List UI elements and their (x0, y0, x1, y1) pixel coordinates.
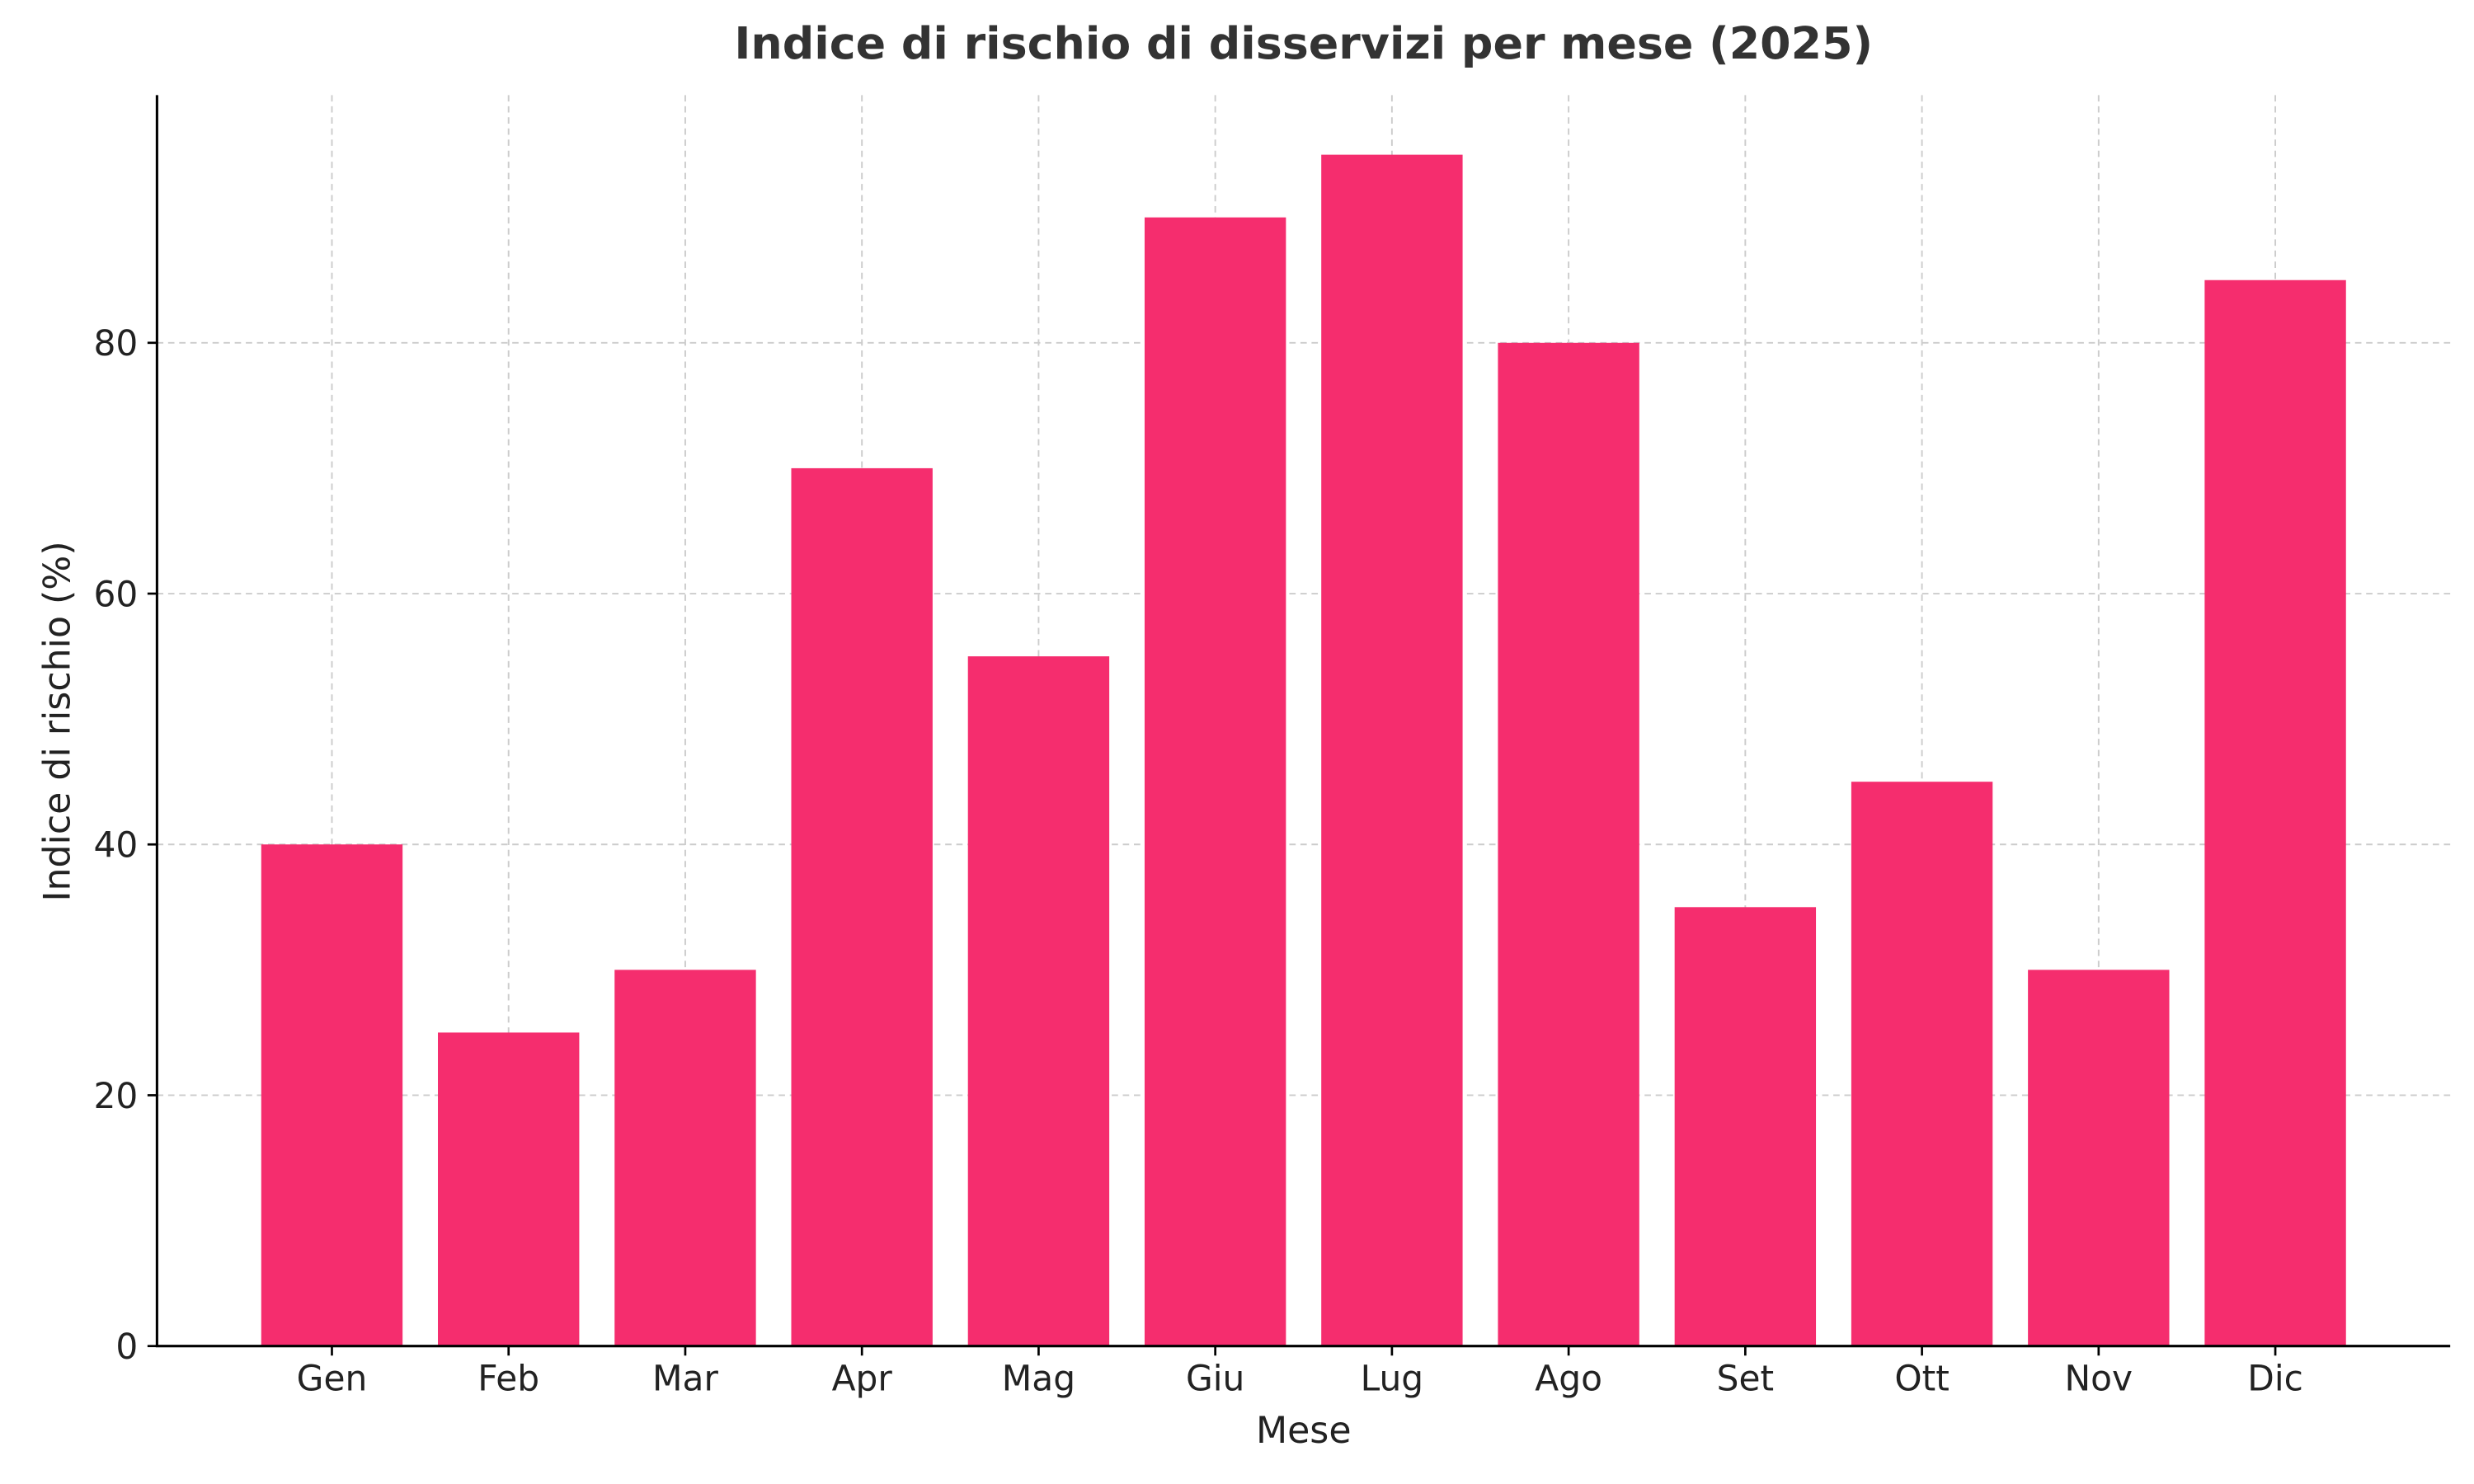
x-tick-label: Feb (477, 1359, 539, 1399)
x-tick-label: Ott (1894, 1359, 1949, 1399)
y-tick-label: 0 (115, 1327, 138, 1367)
x-tick-label: Gen (297, 1359, 368, 1399)
bar (1321, 154, 1463, 1346)
bar (438, 1032, 580, 1346)
x-tick-label: Mag (1002, 1359, 1075, 1399)
x-tick-label: Giu (1186, 1359, 1244, 1399)
y-tick-label: 20 (93, 1076, 138, 1116)
x-tick-label: Dic (2247, 1359, 2303, 1399)
y-tick-label: 60 (93, 574, 138, 614)
y-tick-label: 80 (93, 323, 138, 364)
y-tick-label: 40 (93, 825, 138, 866)
bar (967, 656, 1110, 1346)
x-tick-label: Nov (2065, 1359, 2133, 1399)
bar (791, 467, 933, 1346)
x-tick-label: Apr (832, 1359, 893, 1399)
bar (614, 970, 756, 1346)
bar (2204, 279, 2346, 1346)
bar (2028, 970, 2170, 1346)
x-tick-label: Lug (1361, 1359, 1423, 1399)
bar (261, 844, 403, 1346)
x-axis-title: Mese (1256, 1410, 1352, 1452)
x-tick-label: Mar (652, 1359, 718, 1399)
bar (1144, 217, 1286, 1346)
y-axis-title: Indice di rischio (%) (37, 541, 79, 901)
bar (1674, 907, 1817, 1346)
bars (261, 154, 2346, 1346)
x-tick-label: Ago (1535, 1359, 1602, 1399)
bar (1851, 782, 1993, 1346)
chart-title: Indice di rischio di disservizi per mese… (734, 17, 1873, 69)
x-tick-label: Set (1717, 1359, 1774, 1399)
bar (1498, 342, 1639, 1346)
